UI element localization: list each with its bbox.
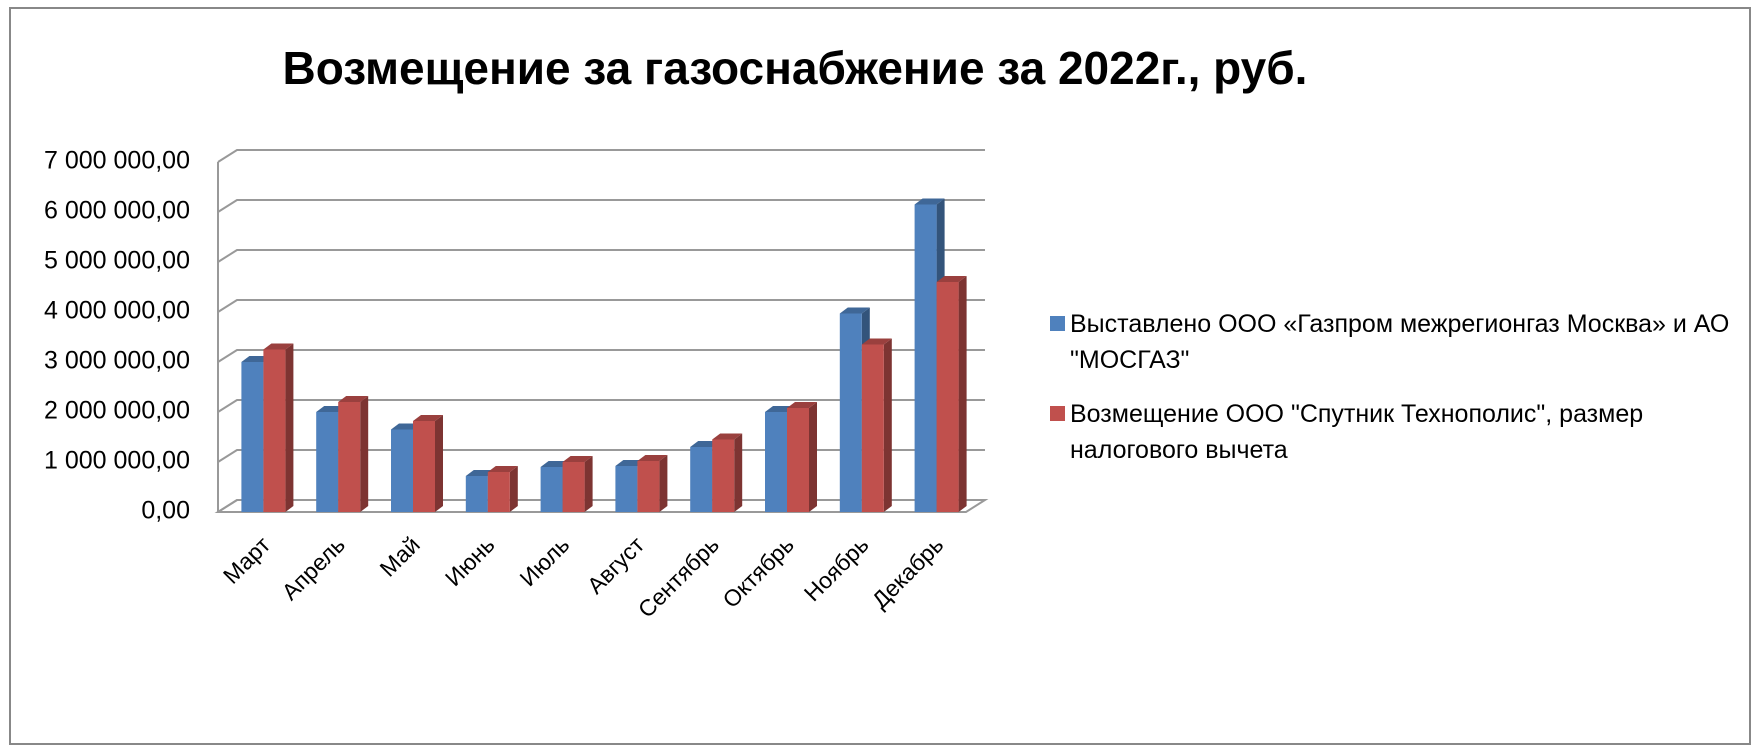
- bar-top: [263, 343, 294, 350]
- bar: [540, 467, 563, 512]
- bar: [765, 412, 787, 512]
- grid-line: [217, 299, 985, 313]
- bar-side: [659, 455, 668, 512]
- grid-line: [217, 149, 985, 163]
- bar-side: [883, 338, 892, 512]
- bar: [263, 349, 286, 512]
- bar-top: [637, 455, 668, 461]
- bar-top: [562, 456, 593, 462]
- bar-top: [712, 433, 743, 440]
- bar: [487, 472, 510, 512]
- bar-side: [809, 402, 817, 512]
- grid-line: [217, 349, 985, 363]
- bar-top: [487, 466, 518, 472]
- bar: [615, 466, 638, 512]
- grid-line: [217, 399, 985, 413]
- y-tick-label: 3 000 000,00: [44, 347, 190, 375]
- y-tick-label: 4 000 000,00: [44, 297, 190, 325]
- bar: [241, 362, 264, 512]
- y-tick-label: 7 000 000,00: [44, 147, 190, 175]
- bar: [316, 412, 339, 512]
- bar-top: [338, 396, 369, 402]
- bar: [914, 204, 937, 512]
- bar-side: [509, 466, 518, 512]
- bar-top: [936, 276, 967, 282]
- bar-side: [958, 276, 967, 512]
- bar-top: [839, 307, 870, 314]
- bar-top: [413, 415, 443, 421]
- bar: [637, 461, 660, 512]
- grid-line: [217, 249, 985, 263]
- y-tick-label: 6 000 000,00: [44, 197, 190, 225]
- legend-entry: Выставлено ООО «Газпром межрегионгаз Мос…: [1070, 310, 1730, 374]
- bar: [562, 462, 585, 512]
- y-tick-label: 0,00: [141, 497, 190, 525]
- bar: [338, 402, 361, 512]
- bar: [936, 282, 959, 512]
- bar: [391, 429, 413, 512]
- bar-side: [435, 415, 443, 512]
- bar-side: [360, 396, 369, 512]
- legend-entry: Возмещение ООО "Спутник Технополис", раз…: [1070, 400, 1644, 464]
- y-tick-label: 2 000 000,00: [44, 397, 190, 425]
- legend-swatch: [1050, 316, 1065, 331]
- bar: [413, 421, 435, 512]
- bar: [712, 439, 735, 512]
- bar: [839, 313, 862, 512]
- bar-side: [285, 343, 294, 512]
- bar-side: [584, 456, 593, 512]
- bar-top: [787, 402, 817, 408]
- y-tick-label: 5 000 000,00: [44, 247, 190, 275]
- bar-side: [734, 433, 743, 512]
- bar-top: [914, 198, 945, 205]
- chart-title: Возмещение за газоснабжение за 2022г., р…: [283, 42, 1308, 94]
- bar-top: [861, 338, 892, 345]
- bar: [787, 408, 809, 512]
- legend-swatch: [1050, 406, 1065, 421]
- bar: [861, 344, 884, 512]
- grid-line: [217, 199, 985, 213]
- bar: [465, 476, 488, 512]
- y-tick-label: 1 000 000,00: [44, 447, 190, 475]
- bar: [690, 447, 713, 512]
